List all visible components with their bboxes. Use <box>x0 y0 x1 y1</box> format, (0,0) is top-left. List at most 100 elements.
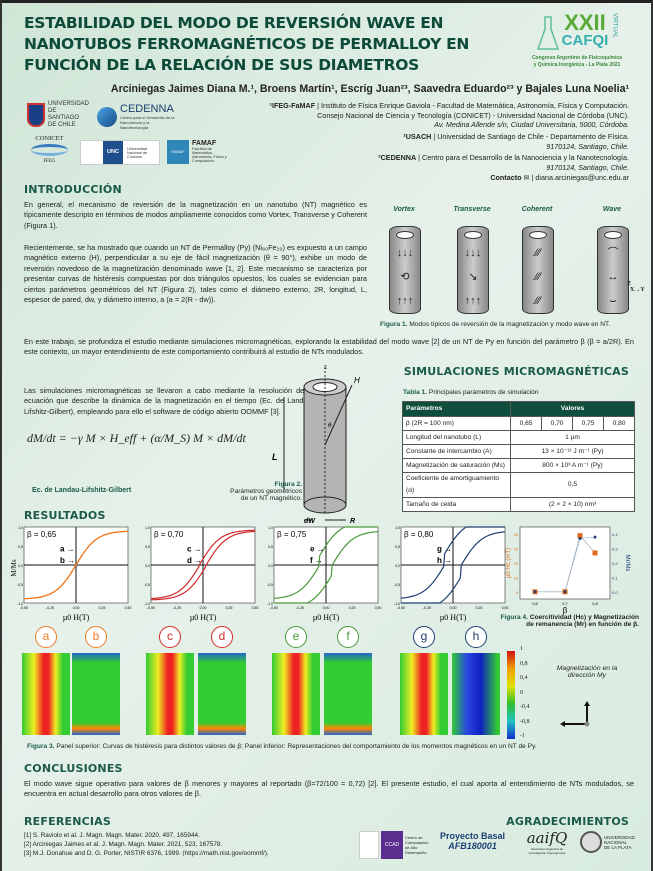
y-tick: 0,0 <box>145 564 150 568</box>
y-tick: -0,5 <box>17 583 23 587</box>
table-row: Longitud del nanotubo (L) 1 µm <box>402 430 635 445</box>
panel-label-h: h <box>465 626 487 648</box>
cedenna-logo: CEDENNA Centro para el Desarrollo de la N… <box>97 103 175 130</box>
panel-label-a: a <box>35 626 57 648</box>
y-tick: 1,0 <box>145 526 150 530</box>
y-right-tick: 0,3 <box>612 547 618 552</box>
poster-title: ESTABILIDAD DEL MODO DE REVERSIÓN WAVE E… <box>24 14 470 74</box>
affiliation-2: ²USACH | Universidad de Santiago de Chil… <box>403 132 629 151</box>
point-label: g → <box>437 545 452 554</box>
colorbar-tick: -1 <box>520 733 525 739</box>
table-row: Tamaño de celda (2 × 2 × 10) nm³ <box>402 497 635 512</box>
y-tick: -1,0 <box>267 602 273 606</box>
y-left-label: µ0 Hc (mT) <box>506 548 512 578</box>
hysteresis-plot: β = 0,65a → b → -0,50 -0,25 0,00 0,25 0,50 1,0 0… <box>10 526 132 622</box>
mode-nanotube-coherent: ⁄⁄⁄ ⁄⁄⁄ ⁄⁄⁄ <box>522 226 554 314</box>
colorbar-label: Magnetización en la dirección My <box>556 665 618 679</box>
mode-label: Transverse <box>453 206 491 213</box>
x-tick: -0,50 <box>397 606 405 610</box>
colorbar-tick: 0,4 <box>520 675 528 681</box>
x-tick: 0,50 <box>252 606 259 610</box>
reference-item: [1] S. Raviolo et al. J. Magn. Magn. Mat… <box>24 832 200 839</box>
conicet-wave-icon <box>31 144 68 156</box>
xyz-axes-icon <box>560 701 590 727</box>
y-left-tick: 0 <box>516 590 519 595</box>
point-label: e → <box>310 545 325 554</box>
x-tick: 0,00 <box>73 606 80 610</box>
y-tick: 0,5 <box>268 545 273 549</box>
flask-icon <box>536 16 559 50</box>
beta-label: β = 0,75 <box>277 530 307 539</box>
y-tick: -1,0 <box>394 602 400 606</box>
y-left-tick: 30 <box>514 547 519 552</box>
point-label: c → <box>187 545 202 554</box>
x-axis-label: µ0 H(T) <box>63 613 90 622</box>
reference-item: [3] M.J. Donahue and D. G. Porter, NISTI… <box>24 850 269 857</box>
magnetization-snapshot-f <box>324 653 372 735</box>
equation-label: Ec. de Landau-Lifshitz-Gilbert <box>32 487 132 494</box>
y-tick: -0,5 <box>144 583 150 587</box>
y-tick: 0,5 <box>395 545 400 549</box>
x-tick: 0,7 <box>562 601 568 606</box>
x-tick: -0,50 <box>20 606 28 610</box>
conclusions-heading: CONCLUSIONES <box>24 762 123 775</box>
magnetization-snapshot-b <box>72 653 120 735</box>
r-label: R <box>350 518 355 525</box>
y-tick: 1,0 <box>268 526 273 530</box>
y-right-tick: 0,1 <box>612 575 618 580</box>
l-label: L <box>272 452 278 462</box>
panel-label-b: b <box>85 626 107 648</box>
magnetization-snapshot-e <box>272 653 320 735</box>
panel-label-g: g <box>413 626 435 648</box>
famaf-logo: FAMAF FAMAF Facultad de Matemática, Astro… <box>167 140 232 164</box>
x-tick: 0,00 <box>323 606 330 610</box>
sim-paragraph: Las simulaciones micromagnéticas se llev… <box>24 386 314 416</box>
mode-label: Wave <box>602 206 622 213</box>
mr-point <box>563 590 567 594</box>
usach-logo: UNIVERSIDAD DE SANTIAGO DE CHILE <box>27 101 89 129</box>
mr-line <box>535 536 596 593</box>
mr-point <box>593 535 597 539</box>
contact-email[interactable]: diana.arciniegas@unc.edu.ar <box>535 173 629 182</box>
x-tick: 0,25 <box>349 606 356 610</box>
x-tick: 0,00 <box>200 606 207 610</box>
y-tick: -0,5 <box>394 583 400 587</box>
affiliation-3: ³CEDENNA | Centro para el Desarrollo de … <box>378 153 629 172</box>
beta-label: β = 0,80 <box>404 530 434 539</box>
mode-label: Coherent <box>521 206 553 213</box>
y-axis-label: M/Ms <box>10 559 18 576</box>
parameters-table: Parámetros Valores β (2R = 100 nm) 0,65 0,70… <box>402 401 635 512</box>
magnetization-snapshot-h <box>452 653 500 735</box>
y-tick: 0,5 <box>18 545 23 549</box>
congress-virtual: VIRTUAL <box>611 13 618 39</box>
x-tick: -0,50 <box>270 606 278 610</box>
x-tick: 0,00 <box>450 606 457 610</box>
colorbar <box>507 651 515 739</box>
mr-point <box>578 537 582 541</box>
mode-nanotube-transverse: ↓↓↓ ↘ ↑↑↑ <box>457 226 489 314</box>
llg-equation: dM/dt = −γ M × H_eff + (α/M_S) M × dM/dt <box>27 431 246 445</box>
table-row: Constante de intercambio (A) 13 × 10⁻¹² J… <box>402 444 635 459</box>
y-tick: 0,0 <box>268 564 273 568</box>
loop-branch <box>150 530 256 601</box>
congress-edition: XXII <box>564 10 606 35</box>
figure-3-caption: Figura 3. Panel superior: Curvas de hist… <box>27 743 537 750</box>
intro-paragraph-2: Recientemente, se ha mostrado que cuando… <box>24 243 367 305</box>
intro-heading: INTRODUCCIÓN <box>24 183 122 196</box>
cedenna-globe-icon <box>97 106 117 127</box>
table-row: Coeficiente de amortiguamiento (α) 0,5 <box>402 472 635 498</box>
point-label: b → <box>60 556 75 565</box>
basal-project: Proyecto Basal AFB180001 <box>440 831 506 851</box>
beta-label: β = 0,70 <box>154 530 184 539</box>
x-tick: 0,25 <box>476 606 483 610</box>
figure-2-caption: Figura 2. Parámetros geométricos de un NT… <box>230 481 302 502</box>
table-row: β (2R = 100 nm) 0,65 0,70 0,75 0,80 <box>402 416 635 431</box>
x-tick: -0,50 <box>147 606 155 610</box>
x-tick: -0,25 <box>173 606 181 610</box>
intro-paragraph-3: En este trabajo, se profundiza el estudi… <box>24 337 634 357</box>
x-tick: 0,50 <box>502 606 509 610</box>
x-tick: 0,50 <box>125 606 132 610</box>
mr-point <box>533 590 537 594</box>
table-caption: Tabla 1. Principales parámetros de simul… <box>403 389 539 396</box>
figure-2: z H θ L dW R <box>272 365 360 525</box>
